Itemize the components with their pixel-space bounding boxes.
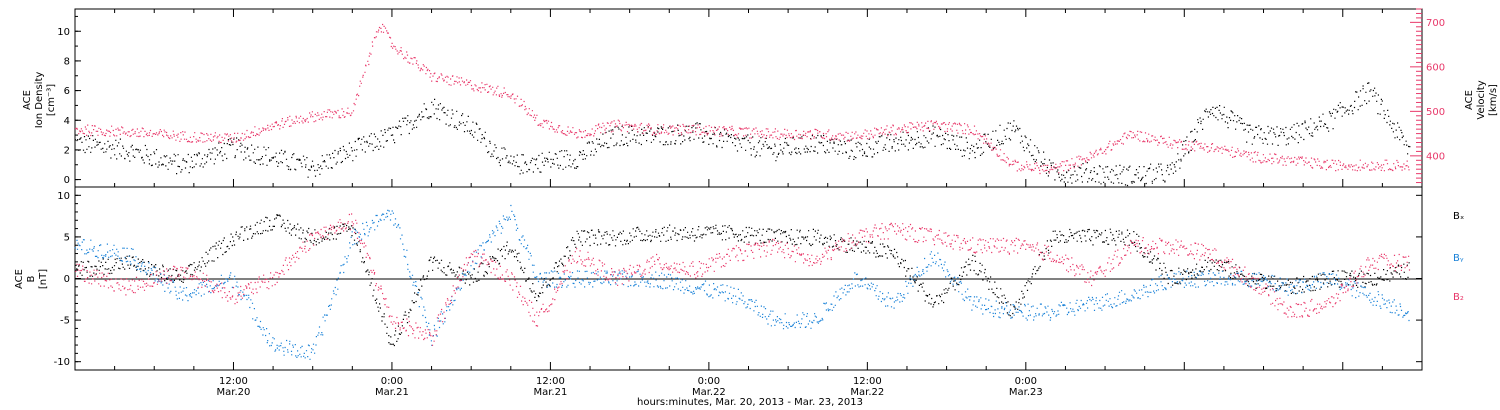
top-right-ylabel-3: [km/s]	[1488, 84, 1499, 116]
top-right-tick-label: 600	[1426, 62, 1445, 73]
x-tick-time: 12:00	[853, 376, 882, 387]
b-series-by	[74, 204, 1410, 360]
x-tick-time: 12:00	[219, 376, 248, 387]
axes-ticks: 0246810400500600700-10-5051012:00Mar.200…	[54, 8, 1445, 398]
x-tick-time: 0:00	[698, 376, 720, 387]
top-right-ylabel: ACE Velocity [km/s]	[1464, 80, 1499, 119]
bottom-tick-label: -5	[60, 316, 70, 327]
bottom-left-ylabel-1: ACE	[14, 269, 25, 289]
bottom-panel-data	[74, 204, 1411, 360]
legend-bz: B₂	[1453, 292, 1464, 303]
x-tick-date: Mar.21	[375, 387, 409, 398]
top-left-tick-label: 2	[64, 145, 70, 156]
x-tick-date: Mar.23	[1009, 387, 1043, 398]
top-left-ylabel-1: ACE	[22, 90, 33, 110]
b-series-by-points	[74, 204, 1410, 360]
top-right-tick-label: 500	[1426, 107, 1445, 118]
top-left-tick-label: 10	[57, 27, 70, 38]
legend-by: Bᵧ	[1453, 253, 1464, 264]
top-left-tick-label: 6	[64, 86, 70, 97]
top-right-ylabel-1: ACE	[1464, 90, 1475, 110]
top-left-tick-label: 4	[64, 116, 70, 127]
velocity-series-points	[75, 23, 1410, 175]
top-right-tick-label: 400	[1426, 151, 1445, 162]
b-series-bz-points	[75, 213, 1411, 346]
bottom-left-ylabel-2: B	[26, 275, 37, 282]
x-tick-date: Mar.21	[533, 387, 567, 398]
density-series-points	[74, 82, 1411, 187]
b-series-bz	[75, 213, 1411, 346]
velocity-series	[75, 23, 1410, 175]
density-series	[74, 82, 1411, 187]
top-right-ylabel-2: Velocity	[1476, 80, 1487, 119]
bottom-tick-label: 5	[64, 232, 70, 243]
x-tick-time: 0:00	[1015, 376, 1037, 387]
top-left-tick-label: 8	[64, 56, 70, 67]
top-panel-data	[74, 23, 1411, 187]
x-tick-date: Mar.22	[850, 387, 884, 398]
top-left-ylabel-3: [cm⁻³]	[46, 84, 57, 116]
x-tick-time: 12:00	[536, 376, 565, 387]
b-series-bx-points	[75, 214, 1410, 347]
bottom-left-ylabel: ACE B [nT]	[14, 269, 49, 289]
top-right-tick-label: 700	[1426, 18, 1445, 29]
x-tick-date: Mar.20	[217, 387, 251, 398]
bottom-tick-label: -10	[54, 357, 70, 368]
top-panel-frame	[74, 8, 1423, 188]
top-left-tick-label: 0	[64, 175, 70, 186]
bottom-tick-label: 0	[64, 274, 70, 285]
b-series-bx	[75, 214, 1410, 347]
bottom-left-ylabel-3: [nT]	[38, 269, 49, 289]
x-axis-label: hours:minutes, Mar. 20, 2013 - Mar. 23, …	[637, 397, 863, 408]
top-left-ylabel-2: Ion Density	[34, 72, 45, 129]
top-left-ylabel: ACE Ion Density [cm⁻³]	[22, 72, 57, 129]
legend-bx: Bₓ	[1453, 211, 1464, 222]
bottom-tick-label: 10	[57, 191, 70, 202]
x-tick-date: Mar.22	[692, 387, 726, 398]
x-tick-time: 0:00	[381, 376, 403, 387]
